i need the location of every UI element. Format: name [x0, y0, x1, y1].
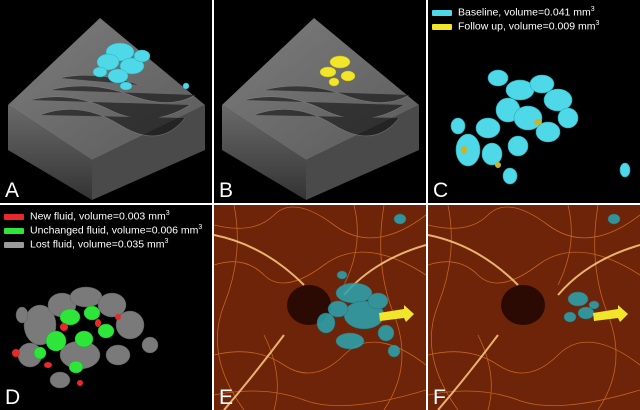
- panel-d: New fluid, volume=0.003 mm3 Unchanged fl…: [0, 205, 212, 410]
- legend-text-followup: Follow up, volume=0.009 mm: [458, 20, 596, 33]
- legend-unit-sup-followup: 3: [595, 20, 600, 27]
- legend-item-followup: Follow up, volume=0.009 mm3: [432, 17, 600, 33]
- legend-item-lost-fluid: Lost fluid, volume=0.035 mm3: [4, 235, 202, 251]
- panel-label-e: E: [219, 386, 234, 409]
- legend-unit-sup-baseline: 3: [590, 6, 595, 13]
- panel-c: Baseline, volume=0.041 mm3 Follow up, vo…: [428, 0, 640, 203]
- panel-label-b: B: [219, 179, 234, 202]
- legend-unit-sup-unchanged-fluid: 3: [198, 224, 203, 231]
- legend-text-new-fluid: New fluid, volume=0.003 mm: [30, 210, 166, 223]
- legend-unit-sup-new-fluid: 3: [165, 210, 170, 217]
- legend-swatch-new-fluid: [4, 213, 24, 220]
- panel-f: F: [428, 205, 640, 410]
- legend-swatch-baseline: [432, 9, 452, 16]
- legend-text-baseline: Baseline, volume=0.041 mm: [458, 6, 591, 19]
- oct-volume-render-b: [222, 18, 419, 200]
- fluid-change-render-d: [12, 286, 159, 389]
- panel-label-c: C: [433, 179, 449, 202]
- fluid-render-c: [450, 69, 631, 185]
- legend-item-unchanged-fluid: Unchanged fluid, volume=0.006 mm3: [4, 221, 203, 237]
- legend-swatch-followup: [432, 23, 452, 30]
- arrow-indicator-e: [379, 305, 414, 322]
- legend-swatch-lost-fluid: [4, 241, 24, 248]
- legend-text-lost-fluid: Lost fluid, volume=0.035 mm: [30, 238, 165, 251]
- arrow-indicator-f: [593, 305, 628, 322]
- panel-b: B: [214, 0, 426, 203]
- legend-item-baseline: Baseline, volume=0.041 mm3: [432, 3, 599, 19]
- legend-unit-sup-lost-fluid: 3: [164, 238, 169, 245]
- oct-volume-render-a: [8, 18, 205, 200]
- panel-e: E: [214, 205, 426, 410]
- legend-item-new-fluid: New fluid, volume=0.003 mm3: [4, 207, 202, 223]
- angiogram-e: [214, 205, 426, 410]
- legend-swatch-unchanged-fluid: [4, 227, 24, 234]
- legend-d: New fluid, volume=0.003 mm3 Unchanged fl…: [4, 207, 203, 251]
- panel-a: A: [0, 0, 212, 203]
- legend-text-unchanged-fluid: Unchanged fluid, volume=0.006 mm: [30, 224, 199, 237]
- panel-label-f: F: [433, 386, 446, 409]
- panel-label-d: D: [5, 386, 21, 409]
- panel-label-a: A: [5, 179, 20, 202]
- legend-c: Baseline, volume=0.041 mm3 Follow up, vo…: [432, 3, 600, 33]
- angiogram-f: [428, 205, 640, 410]
